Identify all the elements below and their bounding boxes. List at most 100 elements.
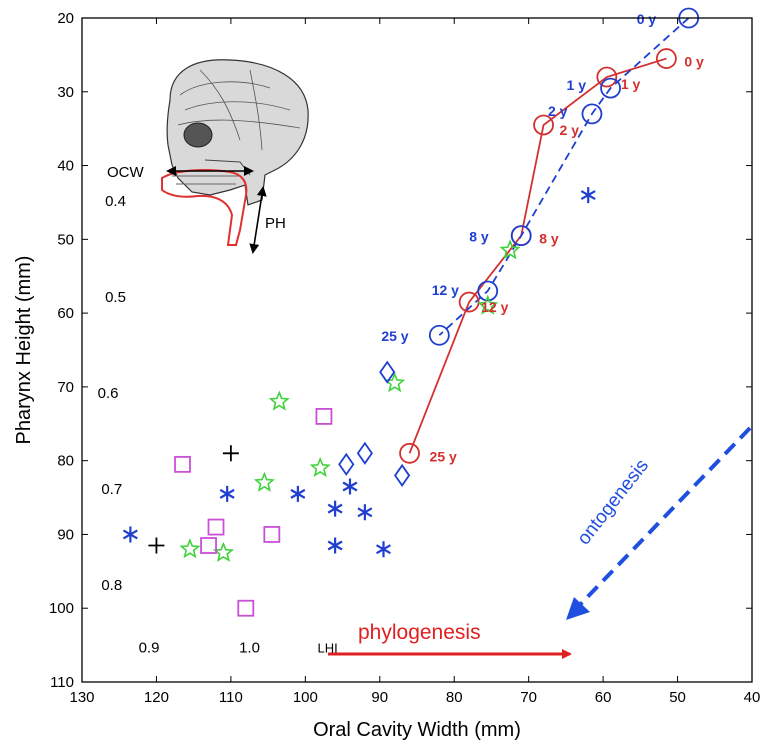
square-marker — [200, 537, 217, 554]
y-axis: 20 30 40 50 60 70 80 90 100 110 — [49, 10, 752, 691]
x-tick-label: 110 — [219, 689, 243, 706]
circle-marker — [596, 66, 618, 88]
ratio-line — [751, 18, 752, 19]
ratio-line — [751, 18, 752, 19]
circle-marker — [458, 291, 480, 313]
asterisk-marker — [219, 485, 235, 502]
circle-marker — [477, 280, 499, 302]
ocw-label: OCW — [107, 164, 145, 181]
square-marker — [315, 407, 333, 425]
ph-label: PH — [265, 215, 286, 232]
square-marker — [174, 455, 191, 473]
x-tick-label: 50 — [669, 689, 686, 706]
plus-marker — [148, 537, 165, 554]
star-marker — [268, 390, 290, 411]
circle-marker — [428, 324, 450, 346]
phylogenesis-label: phylogenesis — [358, 621, 481, 644]
age-label: 25 y — [430, 448, 457, 464]
asterisk-marker — [327, 500, 343, 517]
ontogenesis-arrow — [572, 426, 752, 613]
age-label: 2 y — [548, 103, 568, 119]
age-label: 0 y — [637, 11, 657, 27]
age-label: 1 y — [621, 76, 641, 92]
x-tick-label: 60 — [595, 689, 612, 706]
x-tick-label: 90 — [371, 689, 388, 706]
ontogenesis-arrowhead — [566, 597, 590, 620]
data-markers — [122, 7, 700, 617]
reference-lines — [751, 18, 752, 19]
x-axis: 130 120 110 100 90 80 70 60 50 40 — [69, 18, 760, 706]
star-marker — [212, 541, 235, 562]
circle-marker — [533, 114, 554, 136]
age-label: 25 y — [381, 328, 408, 344]
ratio-line — [751, 18, 752, 19]
y-tick-label: 30 — [57, 84, 74, 101]
x-tick-label: 70 — [520, 689, 537, 706]
star-marker — [253, 471, 275, 492]
ratio-line — [751, 18, 752, 19]
asterisk-marker — [376, 541, 391, 558]
x-tick-label: 120 — [144, 689, 169, 706]
x-tick-label: 80 — [446, 689, 463, 706]
star-marker — [384, 372, 406, 393]
ratio-label: 1.0 — [239, 639, 260, 656]
asterisk-marker — [122, 526, 138, 543]
age-label: 0 y — [684, 54, 704, 70]
ratio-label: 0.8 — [101, 577, 122, 594]
diamond-marker — [379, 360, 396, 384]
circle-marker — [600, 77, 621, 99]
star-marker — [309, 456, 331, 478]
y-tick-label: 90 — [57, 526, 74, 543]
diamond-marker — [394, 463, 411, 487]
asterisk-marker — [357, 504, 373, 521]
ratio-line — [751, 18, 752, 19]
star-marker — [499, 239, 521, 260]
y-axis-label: Pharynx Height (mm) — [13, 256, 35, 445]
ratio-label: 0.7 — [101, 481, 122, 498]
x-tick-label: 100 — [293, 689, 318, 706]
age-label: 12 y — [432, 282, 459, 298]
square-marker — [207, 518, 225, 536]
circle-marker — [510, 225, 532, 247]
plus-marker — [222, 445, 239, 462]
asterisk-marker — [327, 537, 343, 554]
diamond-marker — [338, 452, 355, 476]
age-label: 12 y — [481, 299, 508, 315]
ratio-line — [751, 18, 752, 19]
age-label: 2 y — [560, 122, 580, 138]
circle-marker — [581, 103, 603, 125]
ratio-label: 0.6 — [98, 385, 119, 402]
age-label: 8 y — [469, 229, 489, 245]
age-label: 8 y — [539, 231, 559, 247]
asterisk-marker — [290, 485, 306, 502]
star-marker — [477, 294, 499, 315]
y-tick-label: 110 — [50, 674, 74, 691]
ontogenesis-label: ontogenesis — [573, 455, 653, 549]
y-tick-label: 70 — [57, 379, 74, 396]
y-tick-label: 20 — [57, 10, 74, 27]
star-marker — [179, 538, 201, 559]
ratio-label: 0.5 — [105, 289, 126, 306]
series-line-1 — [438, 18, 690, 336]
square-marker — [237, 599, 255, 617]
circle-marker — [399, 442, 420, 464]
square-marker — [263, 526, 281, 543]
ratio-label: 0.9 — [139, 639, 160, 656]
ratio-label: 0.4 — [105, 193, 126, 210]
diamond-marker — [356, 441, 373, 465]
skull-illustration — [161, 59, 309, 254]
x-tick-label: 130 — [69, 689, 94, 706]
ratio-label: LHI — [318, 640, 338, 655]
y-tick-label: 80 — [57, 453, 74, 470]
y-tick-label: 100 — [49, 600, 74, 617]
x-axis-label: Oral Cavity Width (mm) — [313, 719, 521, 741]
ratio-line — [751, 18, 752, 19]
age-labels: 0 y 1 y 2 y 8 y 12 y 25 y 0 y 1 y 2 y 8 y 12 y 25 y — [381, 11, 704, 464]
y-tick-label: 50 — [57, 231, 74, 248]
plot-frame — [81, 17, 753, 683]
ratio-line — [751, 18, 752, 19]
y-tick-label: 60 — [57, 305, 74, 322]
x-tick-label: 40 — [744, 689, 761, 706]
age-label: 1 y — [567, 77, 587, 93]
